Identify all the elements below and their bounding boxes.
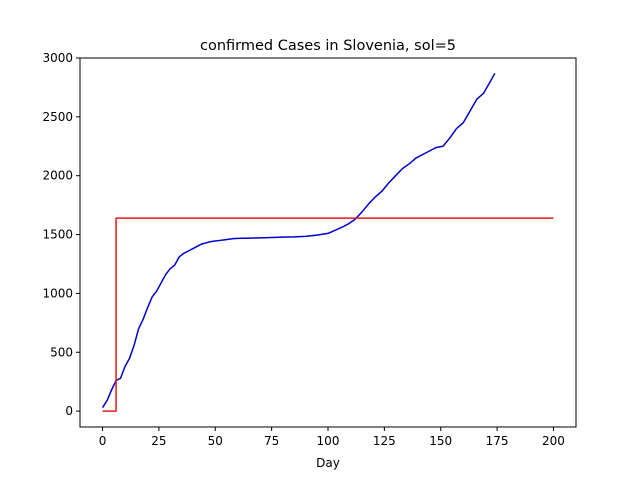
- y-tick-label-6: 3000: [42, 51, 73, 65]
- y-tick-label-0: 0: [65, 404, 73, 418]
- x-tick-label-1: 25: [151, 434, 166, 448]
- chart-title: confirmed Cases in Slovenia, sol=5: [200, 38, 456, 54]
- x-tick-label-7: 175: [486, 434, 509, 448]
- series-line-1: [102, 217, 554, 412]
- x-tick-label-6: 150: [429, 434, 452, 448]
- x-tick-label-4: 100: [317, 434, 340, 448]
- x-tick-label-8: 200: [542, 434, 565, 448]
- x-tick-label-3: 75: [264, 434, 279, 448]
- series-line-0: [101, 72, 496, 408]
- x-tick-label-2: 50: [208, 434, 223, 448]
- y-tick-label-3: 1500: [42, 228, 73, 242]
- plot-frame: [79, 57, 577, 428]
- y-tick-label-1: 500: [50, 345, 73, 359]
- y-tick-label-2: 1000: [42, 286, 73, 300]
- x-tick-label-5: 125: [373, 434, 396, 448]
- x-axis-label: Day: [316, 456, 340, 470]
- y-tick-label-4: 2000: [42, 169, 73, 183]
- y-tick-label-5: 2500: [42, 110, 73, 124]
- x-tick-label-0: 0: [99, 434, 107, 448]
